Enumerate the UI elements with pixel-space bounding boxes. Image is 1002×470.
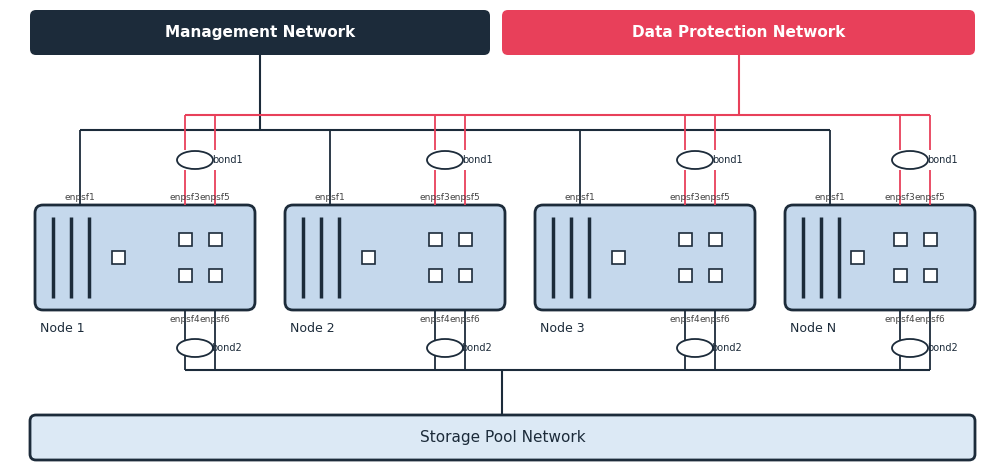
Bar xyxy=(923,269,936,282)
Ellipse shape xyxy=(427,151,463,169)
Text: enpsf5: enpsf5 xyxy=(914,193,945,202)
Text: enpsf1: enpsf1 xyxy=(564,193,595,202)
Ellipse shape xyxy=(891,339,927,357)
Text: enpsf1: enpsf1 xyxy=(315,193,345,202)
FancyBboxPatch shape xyxy=(35,205,255,310)
Text: Node 3: Node 3 xyxy=(539,321,584,335)
Bar xyxy=(850,251,863,264)
Text: bond1: bond1 xyxy=(461,155,492,165)
Text: bond2: bond2 xyxy=(926,343,957,353)
Text: bond1: bond1 xyxy=(926,155,956,165)
Bar xyxy=(428,233,441,246)
Ellipse shape xyxy=(676,151,712,169)
Text: enpsf5: enpsf5 xyxy=(449,193,480,202)
Text: enpsf1: enpsf1 xyxy=(64,193,95,202)
Bar xyxy=(893,233,906,246)
Bar xyxy=(458,269,471,282)
Text: enpsf4: enpsf4 xyxy=(669,315,699,324)
Ellipse shape xyxy=(176,339,212,357)
Text: enpsf3: enpsf3 xyxy=(884,193,915,202)
Bar xyxy=(458,233,471,246)
Text: enpsf3: enpsf3 xyxy=(169,193,200,202)
Text: Node 2: Node 2 xyxy=(290,321,335,335)
FancyBboxPatch shape xyxy=(534,205,755,310)
Text: Data Protection Network: Data Protection Network xyxy=(631,25,845,40)
Text: Node 1: Node 1 xyxy=(40,321,84,335)
Bar xyxy=(677,233,690,246)
Text: enpsf3: enpsf3 xyxy=(669,193,699,202)
Text: Management Network: Management Network xyxy=(164,25,355,40)
Text: bond2: bond2 xyxy=(461,343,492,353)
Text: enpsf6: enpsf6 xyxy=(199,315,230,324)
Bar xyxy=(178,269,191,282)
Text: bond2: bond2 xyxy=(211,343,242,353)
Text: enpsf6: enpsf6 xyxy=(449,315,480,324)
Text: Node N: Node N xyxy=(790,321,836,335)
Bar xyxy=(208,269,221,282)
Text: Storage Pool Network: Storage Pool Network xyxy=(419,430,585,445)
Ellipse shape xyxy=(676,339,712,357)
Bar xyxy=(707,269,720,282)
Text: bond1: bond1 xyxy=(211,155,242,165)
Text: bond1: bond1 xyxy=(711,155,741,165)
Text: enpsf1: enpsf1 xyxy=(814,193,845,202)
Text: enpsf6: enpsf6 xyxy=(914,315,945,324)
FancyBboxPatch shape xyxy=(285,205,504,310)
Ellipse shape xyxy=(176,151,212,169)
Text: enpsf5: enpsf5 xyxy=(699,193,729,202)
Bar xyxy=(178,233,191,246)
FancyBboxPatch shape xyxy=(30,415,974,460)
Bar xyxy=(923,233,936,246)
FancyBboxPatch shape xyxy=(501,10,974,55)
Text: enpsf5: enpsf5 xyxy=(199,193,230,202)
Bar xyxy=(707,233,720,246)
FancyBboxPatch shape xyxy=(785,205,974,310)
Text: bond2: bond2 xyxy=(710,343,741,353)
Bar xyxy=(611,251,624,264)
Text: enpsf4: enpsf4 xyxy=(884,315,915,324)
Bar xyxy=(428,269,441,282)
Bar xyxy=(677,269,690,282)
FancyBboxPatch shape xyxy=(30,10,490,55)
Bar xyxy=(208,233,221,246)
Text: enpsf4: enpsf4 xyxy=(169,315,200,324)
Text: enpsf3: enpsf3 xyxy=(419,193,450,202)
Bar xyxy=(362,251,375,264)
Bar xyxy=(112,251,125,264)
Bar xyxy=(893,269,906,282)
Text: enpsf6: enpsf6 xyxy=(699,315,729,324)
Text: enpsf4: enpsf4 xyxy=(419,315,450,324)
Ellipse shape xyxy=(891,151,927,169)
Ellipse shape xyxy=(427,339,463,357)
